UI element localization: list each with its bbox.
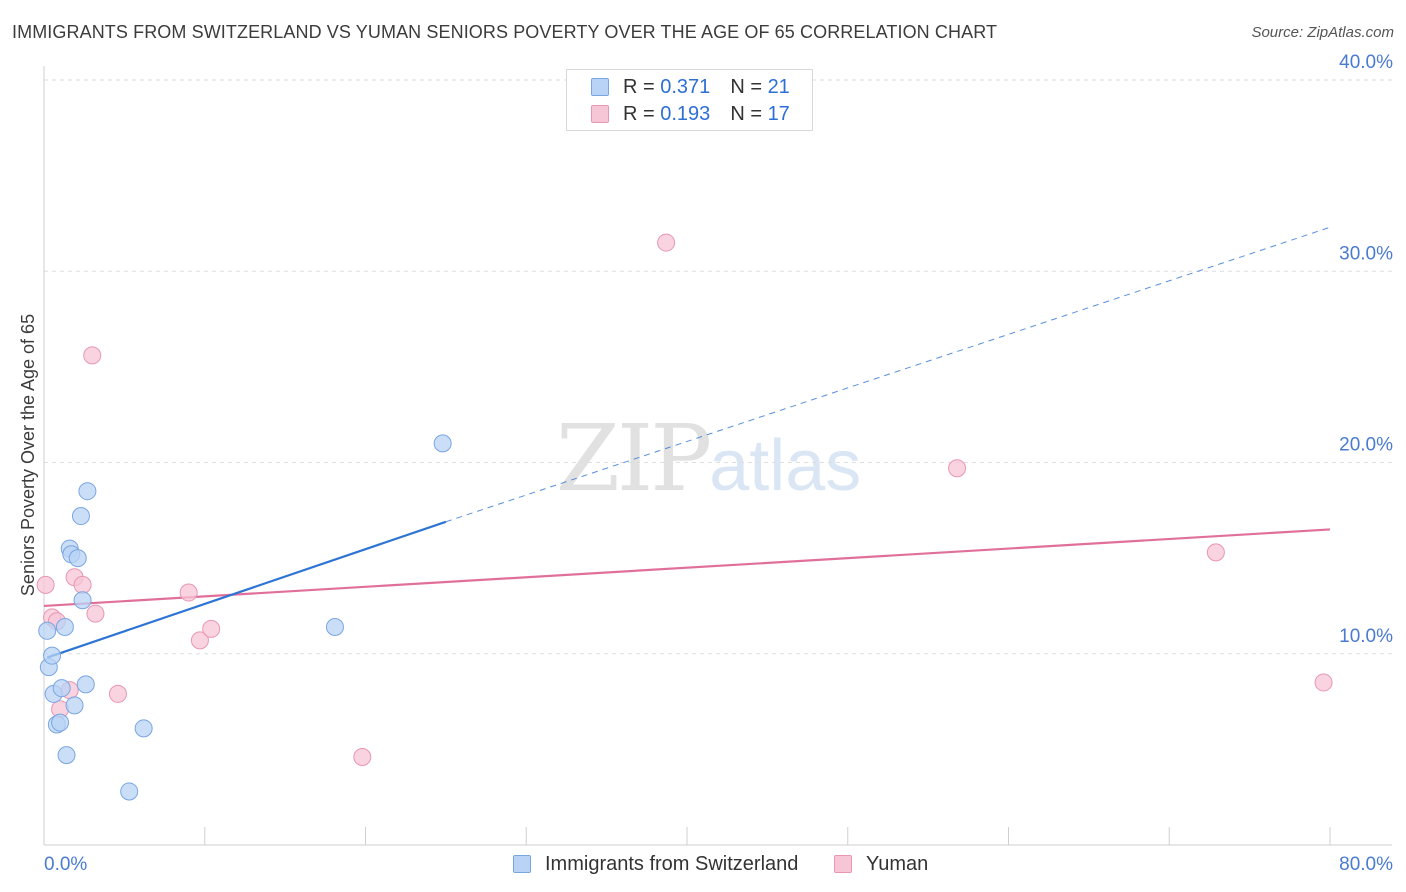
data-point-switzerland <box>68 549 87 568</box>
trend-lines <box>43 226 1331 659</box>
data-point-switzerland <box>76 675 95 694</box>
data-point-switzerland <box>57 746 76 765</box>
chart-title: IMMIGRANTS FROM SWITZERLAND VS YUMAN SEN… <box>12 22 998 42</box>
watermark: ZIPatlas <box>556 405 861 512</box>
data-point-switzerland <box>73 591 92 610</box>
legend-series-label: Immigrants from Switzerland <box>545 852 799 875</box>
data-point-yuman <box>353 748 372 767</box>
data-point-yuman <box>948 459 967 478</box>
data-point-switzerland <box>71 507 90 526</box>
data-point-switzerland <box>55 617 74 636</box>
data-point-switzerland <box>38 621 57 640</box>
data-point-switzerland <box>134 719 153 738</box>
data-point-yuman <box>1314 673 1333 692</box>
trend-line-switzerland <box>46 520 447 659</box>
watermark-atlas: atlas <box>709 426 862 506</box>
grid-lines <box>44 79 1392 655</box>
bottom-legend-yuman: Yuman <box>834 852 928 876</box>
data-point-switzerland <box>51 713 70 732</box>
trend-line-switzerland-extrapolated <box>445 226 1331 523</box>
data-point-yuman <box>36 575 55 594</box>
stats-legend: R = 0.371 N = 21 R = 0.193 N = 17 <box>566 69 813 131</box>
data-point-yuman <box>190 631 209 650</box>
legend-r-value: 0.193 <box>660 102 711 125</box>
x-tick-label: 0.0% <box>44 854 87 875</box>
data-point-switzerland <box>65 696 84 715</box>
data-point-yuman <box>202 619 221 638</box>
legend-series-label: Yuman <box>866 852 929 875</box>
data-point-yuman <box>108 684 127 703</box>
legend-n-value: 21 <box>767 75 790 98</box>
legend-swatch-blue <box>513 855 531 873</box>
data-point-switzerland <box>52 679 71 698</box>
legend-r-label: R = <box>623 102 655 125</box>
data-point-yuman <box>179 583 198 602</box>
y-tick-label: 20.0% <box>1339 435 1393 456</box>
legend-swatch-blue <box>591 78 609 96</box>
data-point-yuman <box>86 604 105 623</box>
data-points <box>36 233 1333 801</box>
legend-r-label: R = <box>623 75 655 98</box>
axis-labels: 10.0% 20.0% 30.0% 40.0% 0.0% 80.0% Seniors Pov… <box>18 52 1393 875</box>
y-tick-label: 10.0% <box>1339 626 1393 647</box>
data-point-yuman <box>83 346 102 365</box>
legend-row-yuman: R = 0.193 N = 17 <box>591 102 790 126</box>
trend-line-yuman <box>43 528 1331 608</box>
legend-swatch-pink <box>834 855 852 873</box>
legend-swatch-pink <box>591 105 609 123</box>
data-point-switzerland <box>43 646 62 665</box>
y-tick-label: 40.0% <box>1339 52 1393 73</box>
axes <box>43 66 1392 846</box>
data-point-switzerland <box>325 617 344 636</box>
data-point-yuman <box>73 575 92 594</box>
legend-n-label: N = <box>730 102 762 125</box>
data-point-switzerland <box>433 434 452 453</box>
data-point-switzerland <box>78 482 97 501</box>
y-axis-label: Seniors Poverty Over the Age of 65 <box>18 314 38 596</box>
bottom-legend-switzerland: Immigrants from Switzerland <box>513 852 798 876</box>
watermark-zip: ZIP <box>556 405 712 512</box>
data-point-yuman <box>1206 543 1225 562</box>
data-point-yuman <box>657 233 676 252</box>
legend-n-value: 17 <box>767 102 790 125</box>
x-tick-label: 80.0% <box>1339 854 1393 875</box>
source-credit: Source: ZipAtlas.com <box>1251 24 1394 41</box>
data-point-switzerland <box>120 782 139 801</box>
y-tick-label: 30.0% <box>1339 243 1393 264</box>
legend-r-value: 0.371 <box>660 75 711 98</box>
legend-n-label: N = <box>730 75 762 98</box>
legend-row-switzerland: R = 0.371 N = 21 <box>591 75 790 99</box>
